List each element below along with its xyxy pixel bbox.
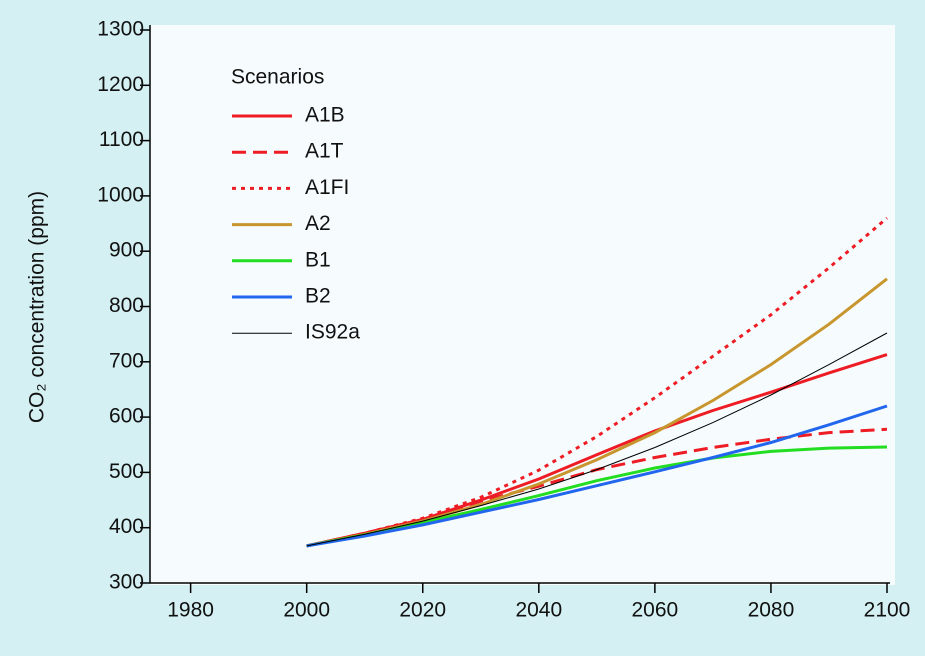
y-tick-label: 800 (109, 294, 144, 317)
y-tick-label: 700 (109, 349, 144, 372)
series-line (306, 404, 888, 548)
x-tick-label: 1980 (167, 599, 214, 622)
y-tick-label: 300 (109, 571, 144, 594)
legend-title: Scenarios (231, 66, 324, 89)
x-tick-label: 2020 (399, 599, 446, 622)
y-tick-label: 500 (109, 460, 144, 483)
y-tick-label: 1200 (97, 73, 144, 96)
y-tick-label: 600 (109, 405, 144, 428)
x-tick-label: 2000 (283, 599, 330, 622)
series-line (306, 332, 888, 547)
legend-label: B1 (305, 248, 331, 271)
x-tick-label: 2080 (748, 599, 795, 622)
legend-label: A1T (305, 140, 344, 163)
x-tick-label: 2040 (515, 599, 562, 622)
x-tick-label: 2060 (632, 599, 679, 622)
legend-label: IS92a (305, 321, 360, 344)
y-tick-label: 400 (109, 515, 144, 538)
y-tick-label: 1000 (97, 183, 144, 206)
y-tick-label: 900 (109, 239, 144, 262)
legend-label: A1B (305, 104, 345, 127)
x-tick-label: 2100 (864, 599, 911, 622)
y-axis-label: CO₂ concentration (ppm) (26, 191, 49, 423)
y-tick-label: 1100 (99, 128, 144, 151)
legend-label: A1FI (305, 176, 349, 199)
series-line (306, 216, 888, 548)
legend-label: B2 (305, 285, 331, 308)
y-tick-label: 1300 (97, 18, 144, 41)
legend-label: A2 (305, 212, 331, 235)
series-line (306, 445, 888, 548)
